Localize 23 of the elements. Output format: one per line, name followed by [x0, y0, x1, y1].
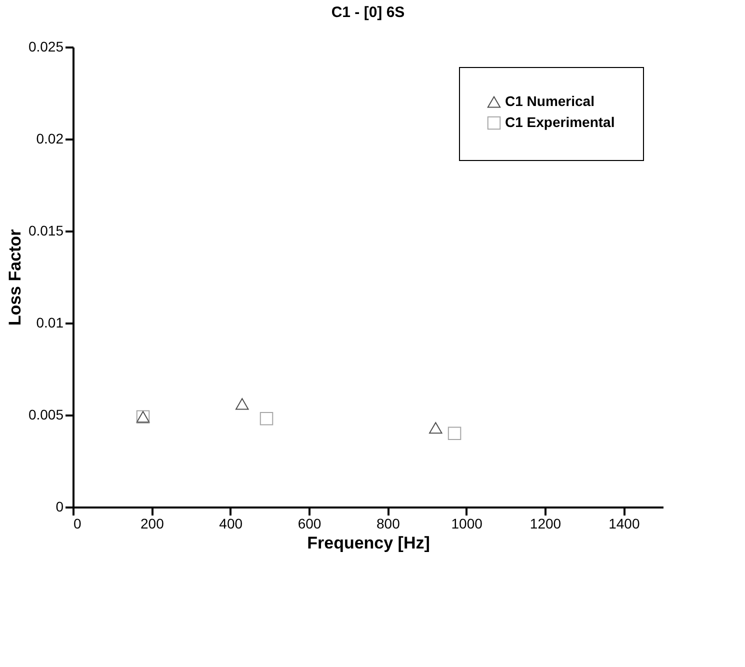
- y-tick-label: 0.015: [28, 222, 64, 238]
- x-tick-label: 1000: [451, 516, 483, 532]
- point: [448, 426, 462, 440]
- x-tick-label: 600: [298, 516, 322, 532]
- y-axis-title: Loss Factor: [5, 228, 24, 326]
- point: [260, 412, 274, 426]
- y-tick-label: 0: [56, 498, 64, 514]
- y-tick-label: 0.025: [28, 38, 64, 54]
- y-tick-label: 0.005: [28, 406, 64, 422]
- x-tick-label: 0: [74, 516, 82, 532]
- y-tick-label: 0.02: [36, 130, 64, 146]
- legend-label: C1 Experimental: [505, 114, 615, 130]
- x-tick-label: 1400: [608, 516, 640, 532]
- x-tick-label: 800: [376, 516, 400, 532]
- x-tick-label: 1200: [530, 516, 562, 532]
- x-tick-label: 200: [140, 516, 164, 532]
- x-axis-title: Frequency [Hz]: [307, 534, 430, 552]
- point: [429, 422, 442, 434]
- chart-title: C1 - [0] 6S: [331, 4, 405, 21]
- y-tick-label: 0.01: [36, 314, 64, 330]
- x-tick-label: 400: [219, 516, 243, 532]
- point: [236, 398, 249, 410]
- legend-label: C1 Numerical: [505, 93, 594, 109]
